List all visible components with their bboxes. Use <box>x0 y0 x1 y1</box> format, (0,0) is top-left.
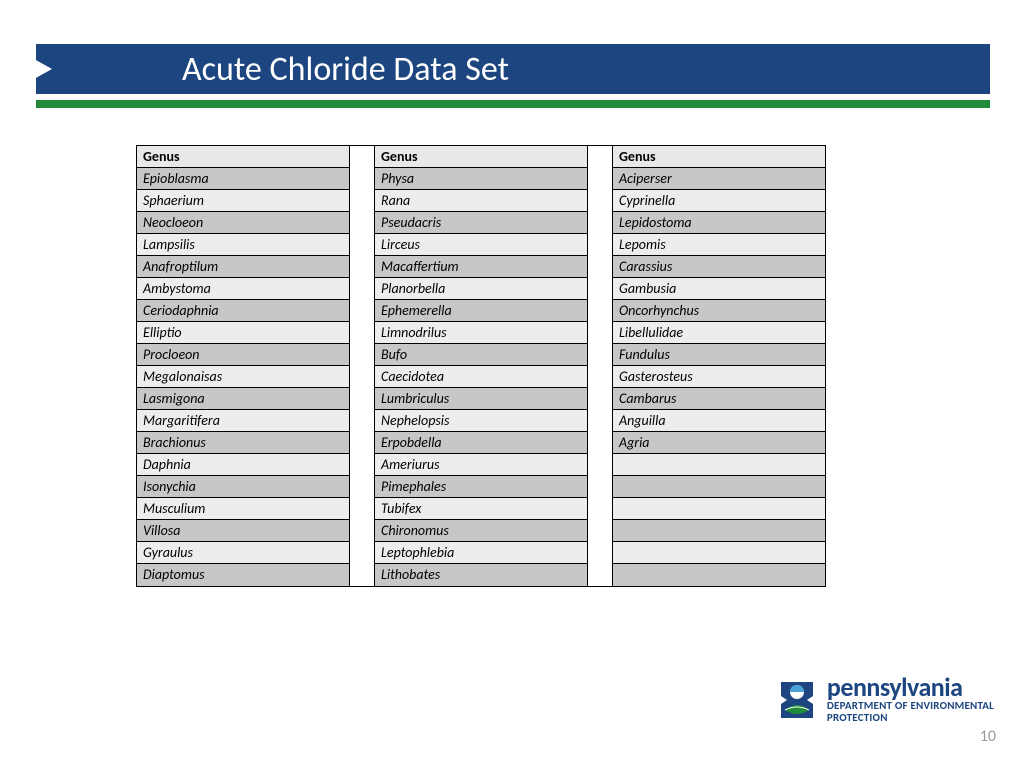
genus-cell: Lampsilis <box>137 234 349 256</box>
genus-cell: Leptophlebia <box>375 542 587 564</box>
logo-subtext: DEPARTMENT OF ENVIRONMENTALPROTECTION <box>827 700 994 724</box>
page-number: 10 <box>980 727 996 746</box>
genus-cell <box>613 564 825 586</box>
genus-cell: Gasterosteus <box>613 366 825 388</box>
genus-cell: Bufo <box>375 344 587 366</box>
column-header: Genus <box>613 146 825 168</box>
genus-cell: Megalonaisas <box>137 366 349 388</box>
genus-cell: Elliptio <box>137 322 349 344</box>
banner-notch-icon <box>34 59 52 79</box>
genus-cell: Lasmigona <box>137 388 349 410</box>
genus-cell: Villosa <box>137 520 349 542</box>
genus-cell: Diaptomus <box>137 564 349 586</box>
genus-cell: Rana <box>375 190 587 212</box>
genus-cell: Chironomus <box>375 520 587 542</box>
title-banner: Acute Chloride Data Set <box>36 44 990 94</box>
genus-cell: Cyprinella <box>613 190 825 212</box>
genus-cell <box>613 454 825 476</box>
genus-cell: Musculium <box>137 498 349 520</box>
genus-cell <box>613 498 825 520</box>
column-header: Genus <box>137 146 349 168</box>
genus-cell: Lirceus <box>375 234 587 256</box>
genus-cell: Ceriodaphnia <box>137 300 349 322</box>
genus-cell: Lepidostoma <box>613 212 825 234</box>
genus-cell: Carassius <box>613 256 825 278</box>
genus-cell: Caecidotea <box>375 366 587 388</box>
genus-cell: Isonychia <box>137 476 349 498</box>
genus-cell: Epioblasma <box>137 168 349 190</box>
genus-cell: Limnodrilus <box>375 322 587 344</box>
genus-cell: Sphaerium <box>137 190 349 212</box>
slide-title: Acute Chloride Data Set <box>182 49 509 90</box>
genus-cell: Lithobates <box>375 564 587 586</box>
genus-cell <box>613 542 825 564</box>
genus-cell: Agria <box>613 432 825 454</box>
genus-cell: Gambusia <box>613 278 825 300</box>
genus-cell: Brachionus <box>137 432 349 454</box>
genus-cell: Ameriurus <box>375 454 587 476</box>
genus-cell: Planorbella <box>375 278 587 300</box>
column-spacer <box>350 145 374 587</box>
genus-cell: Anafroptilum <box>137 256 349 278</box>
genus-cell: Neocloeon <box>137 212 349 234</box>
genus-cell <box>613 476 825 498</box>
genus-cell: Libellulidae <box>613 322 825 344</box>
genus-cell: Ephemerella <box>375 300 587 322</box>
genus-cell: Lepomis <box>613 234 825 256</box>
genus-cell: Fundulus <box>613 344 825 366</box>
genus-cell: Nephelopsis <box>375 410 587 432</box>
logo-wordmark: pennsylvania <box>827 676 994 699</box>
genus-cell: Gyraulus <box>137 542 349 564</box>
genus-cell: Cambarus <box>613 388 825 410</box>
genus-cell: Macaffertium <box>375 256 587 278</box>
accent-bar <box>36 100 990 108</box>
genus-column: GenusEpioblasmaSphaeriumNeocloeonLampsil… <box>136 145 350 587</box>
genus-cell: Oncorhynchus <box>613 300 825 322</box>
genus-cell: Tubifex <box>375 498 587 520</box>
genus-cell: Margaritifera <box>137 410 349 432</box>
genus-cell: Ambystoma <box>137 278 349 300</box>
genus-table: GenusEpioblasmaSphaeriumNeocloeonLampsil… <box>136 145 826 587</box>
genus-cell <box>613 520 825 542</box>
genus-cell: Erpobdella <box>375 432 587 454</box>
genus-cell: Daphnia <box>137 454 349 476</box>
genus-cell: Aciperser <box>613 168 825 190</box>
logo-text: pennsylvania DEPARTMENT OF ENVIRONMENTAL… <box>827 676 994 724</box>
genus-column: GenusAciperserCyprinellaLepidostomaLepom… <box>612 145 826 587</box>
genus-cell: Pimephales <box>375 476 587 498</box>
keystone-icon <box>775 678 819 722</box>
genus-cell: Pseudacris <box>375 212 587 234</box>
genus-cell: Physa <box>375 168 587 190</box>
genus-cell: Procloeon <box>137 344 349 366</box>
column-header: Genus <box>375 146 587 168</box>
genus-cell: Lumbriculus <box>375 388 587 410</box>
genus-column: GenusPhysaRanaPseudacrisLirceusMacaffert… <box>374 145 588 587</box>
genus-cell: Anguilla <box>613 410 825 432</box>
column-spacer <box>588 145 612 587</box>
pa-dep-logo: pennsylvania DEPARTMENT OF ENVIRONMENTAL… <box>775 676 994 724</box>
